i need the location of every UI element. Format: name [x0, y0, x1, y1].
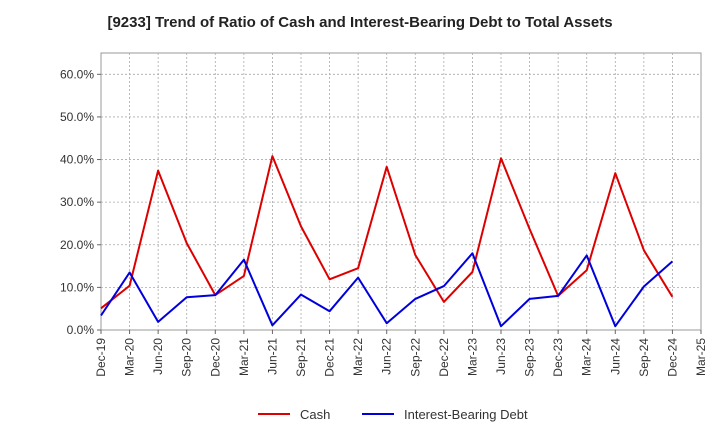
- legend-label: Cash: [300, 407, 330, 422]
- x-tick-label: Dec-21: [323, 338, 337, 377]
- plot-area: [100, 52, 702, 331]
- grid-lines: [101, 53, 701, 330]
- x-tick-label: Dec-24: [665, 338, 679, 377]
- legend-label: Interest-Bearing Debt: [404, 407, 528, 422]
- x-tick-label: Sep-21: [294, 338, 308, 377]
- x-tick-label: Sep-24: [637, 338, 651, 377]
- x-tick-label: Dec-23: [551, 338, 565, 377]
- x-tick-label: Sep-20: [180, 338, 194, 377]
- x-axis-ticks: Dec-19 Mar-20 Jun-20 Sep-20 Dec-20 Mar-21 Jun-…: [94, 330, 708, 377]
- x-tick-label: Mar-23: [465, 338, 479, 376]
- x-tick-label: Dec-19: [94, 338, 108, 377]
- x-tick-label: Jun-24: [608, 338, 622, 375]
- x-tick-label: Jun-21: [265, 338, 279, 375]
- x-tick-label: Dec-20: [208, 338, 222, 377]
- x-tick-label: Mar-21: [237, 338, 251, 376]
- y-tick-label: 30.0%: [60, 195, 94, 209]
- y-tick-label: 10.0%: [60, 280, 94, 294]
- x-tick-label: Mar-25: [694, 338, 708, 376]
- y-axis-ticks: 0.0% 10.0% 20.0% 30.0% 40.0% 50.0% 60.0%: [60, 67, 101, 337]
- x-tick-label: Mar-20: [123, 338, 137, 376]
- x-tick-label: Sep-23: [523, 338, 537, 377]
- y-tick-label: 0.0%: [67, 323, 95, 337]
- x-tick-label: Mar-22: [351, 338, 365, 376]
- y-tick-label: 60.0%: [60, 67, 94, 81]
- series-lines: [100, 155, 674, 328]
- x-tick-label: Mar-24: [580, 338, 594, 376]
- chart-title: [9233] Trend of Ratio of Cash and Intere…: [107, 14, 613, 31]
- y-tick-label: 40.0%: [60, 153, 94, 167]
- x-tick-label: Jun-20: [151, 338, 165, 375]
- y-tick-label: 20.0%: [60, 238, 94, 252]
- series-line-interest-bearing-debt: [100, 252, 674, 328]
- series-line-cash: [100, 155, 674, 310]
- x-tick-label: Jun-22: [380, 338, 394, 375]
- x-tick-label: Dec-22: [437, 338, 451, 377]
- x-tick-label: Sep-22: [408, 338, 422, 377]
- x-tick-label: Jun-23: [494, 338, 508, 375]
- y-tick-label: 50.0%: [60, 110, 94, 124]
- legend: Cash Interest-Bearing Debt: [258, 407, 528, 422]
